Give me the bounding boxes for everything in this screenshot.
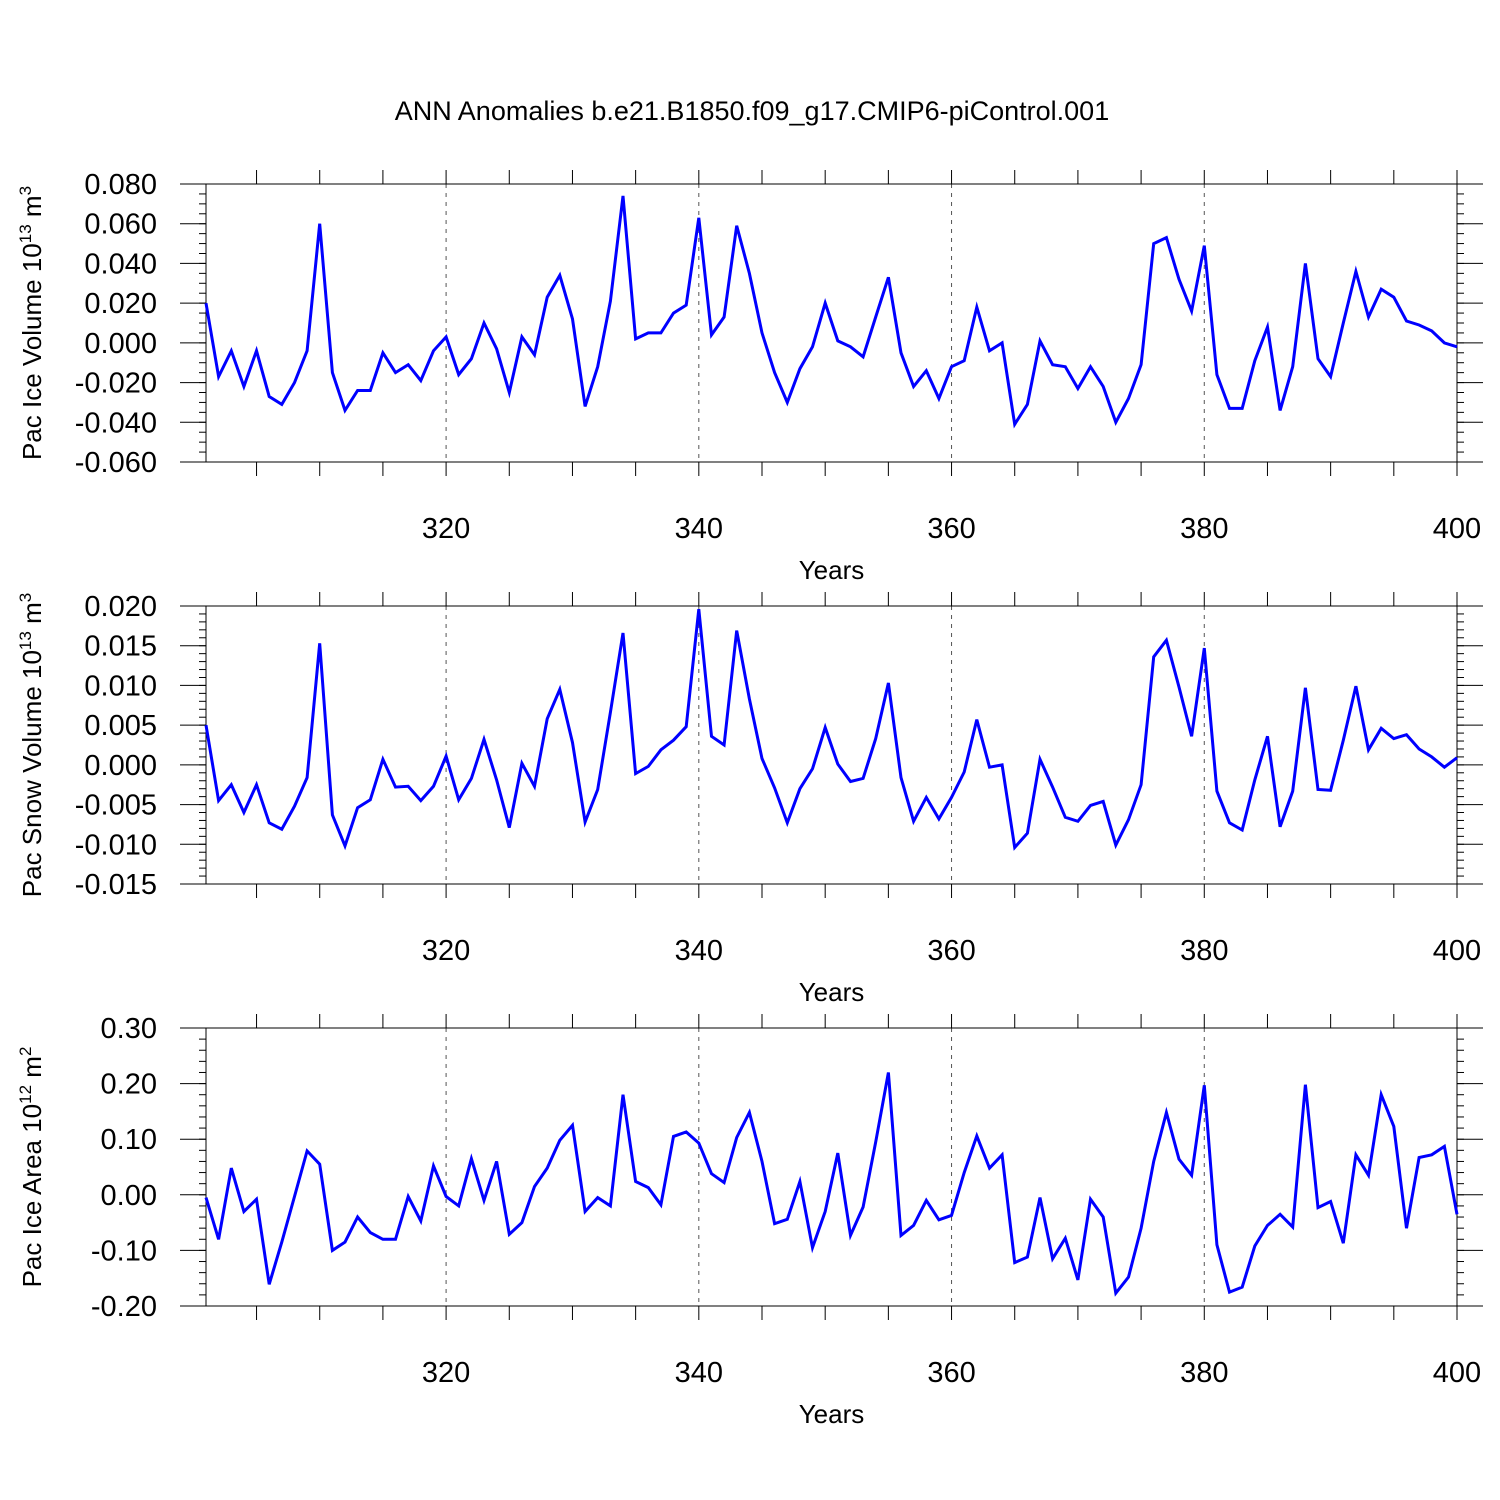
- x-tick-label: 360: [927, 1357, 975, 1389]
- y-tick-label: -0.060: [75, 447, 157, 479]
- data-series-line: [204, 195, 1458, 429]
- x-axis-label: Years: [799, 555, 865, 585]
- data-series-line: [204, 609, 1458, 851]
- y-tick-label: 0.005: [84, 710, 157, 742]
- panel-pac-snow-volume: -0.015 -0.010 -0.005 0.000 0.005 0.010 0.015 0.…: [16, 591, 1483, 1007]
- y-tick-label: 0.000: [84, 750, 157, 782]
- x-tick-label: 400: [1433, 1357, 1481, 1389]
- x-tick-label: 320: [422, 1357, 470, 1389]
- y-tick-label: 0.020: [84, 288, 157, 320]
- y-tick-label: -0.20: [91, 1291, 157, 1323]
- y-tick-label: 0.10: [101, 1124, 157, 1156]
- x-tick-label: 320: [422, 513, 470, 545]
- y-tick-label: -0.10: [91, 1235, 157, 1267]
- plot-frame: [205, 605, 1458, 885]
- y-tick-label: 0.010: [84, 670, 157, 702]
- y-axis-label-unit: m: [17, 195, 47, 224]
- x-axis-label: Years: [799, 977, 865, 1007]
- x-tick-label: 340: [675, 935, 723, 967]
- y-tick-label: 0.000: [84, 328, 157, 360]
- y-tick-label: 0.20: [101, 1069, 157, 1101]
- y-axis-label-exponent: 13: [16, 224, 35, 243]
- y-tick-label: 0.015: [84, 631, 157, 663]
- x-tick-label: 340: [675, 513, 723, 545]
- y-axis-label-exponent: 13: [16, 631, 35, 650]
- y-axis-label: Pac Ice Area 1012 m2: [16, 1047, 47, 1288]
- y-axis-label-text: Pac Ice Volume 10: [17, 243, 47, 460]
- y-axis-label-unit: m: [17, 1056, 47, 1085]
- x-tick-label: 340: [675, 1357, 723, 1389]
- y-axis-label-unit-exponent: 3: [16, 186, 35, 195]
- plot-frame: [205, 183, 1458, 463]
- figure-title: ANN Anomalies b.e21.B1850.f09_g17.CMIP6-…: [395, 96, 1109, 126]
- data-series-line: [204, 1072, 1459, 1297]
- panel-pac-ice-area: -0.20 -0.10 0.00 0.10 0.20 0.30 320 340 360 380 40…: [16, 1013, 1483, 1429]
- y-axis-label: Pac Ice Volume 1013 m3: [16, 186, 47, 460]
- y-axis-label-unit-exponent: 2: [16, 1047, 35, 1056]
- y-tick-label: 0.060: [84, 209, 157, 241]
- y-tick-label: -0.020: [75, 368, 157, 400]
- y-axis-label-unit-exponent: 3: [16, 593, 35, 602]
- x-tick-label: 400: [1433, 513, 1481, 545]
- plot-frame: [205, 1027, 1458, 1307]
- y-tick-label: -0.005: [75, 790, 157, 822]
- y-tick-label: 0.040: [84, 248, 157, 280]
- x-axis-label: Years: [799, 1399, 865, 1429]
- y-tick-label: 0.020: [84, 591, 157, 623]
- x-tick-label: 380: [1180, 1357, 1228, 1389]
- x-tick-label: 380: [1180, 935, 1228, 967]
- y-tick-label: 0.30: [101, 1013, 157, 1045]
- x-tick-label: 400: [1433, 935, 1481, 967]
- y-axis-label-text: Pac Snow Volume 10: [17, 650, 47, 897]
- y-tick-label: -0.040: [75, 407, 157, 439]
- y-tick-label: -0.015: [75, 869, 157, 901]
- y-axis-label-text: Pac Ice Area 10: [17, 1104, 47, 1288]
- x-tick-label: 380: [1180, 513, 1228, 545]
- y-tick-label: 0.00: [101, 1180, 157, 1212]
- y-tick-label: 0.080: [84, 169, 157, 201]
- y-axis-label-unit: m: [17, 602, 47, 631]
- panel-pac-ice-volume: -0.060 -0.040 -0.020 0.000 0.020 0.040 0.060 0.…: [16, 169, 1483, 585]
- y-tick-label: -0.010: [75, 829, 157, 861]
- y-axis-label: Pac Snow Volume 1013 m3: [16, 593, 47, 897]
- x-tick-label: 360: [927, 935, 975, 967]
- y-axis-label-exponent: 12: [16, 1085, 35, 1104]
- x-tick-label: 320: [422, 935, 470, 967]
- x-tick-label: 360: [927, 513, 975, 545]
